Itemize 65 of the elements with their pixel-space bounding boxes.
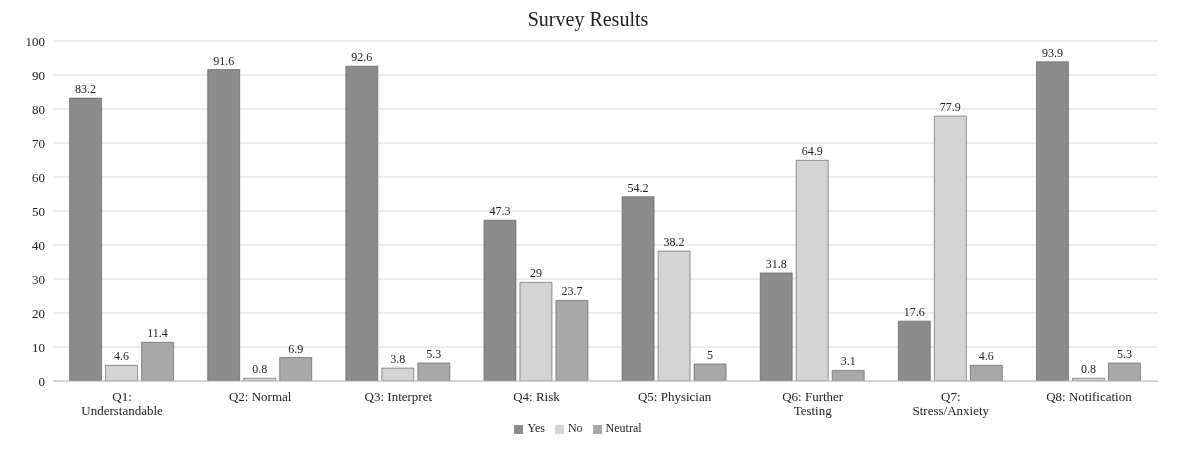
bar <box>381 367 415 381</box>
bar <box>207 69 240 381</box>
data-label: 5 <box>707 348 714 362</box>
bar <box>69 97 102 381</box>
data-label: 5.3 <box>1116 346 1132 361</box>
data-label: 5.3 <box>426 346 442 361</box>
y-tick-label: 60 <box>32 169 45 185</box>
bar <box>345 65 379 381</box>
y-tick-label: 40 <box>32 237 45 253</box>
chart-title: Survey Results <box>526 8 650 31</box>
y-tick-label: 90 <box>32 67 45 83</box>
x-tick-label: Q4: Risk <box>513 389 561 404</box>
legend-label: Neutral <box>605 421 642 435</box>
x-tick-label: Q2: Normal <box>228 389 292 404</box>
bar <box>831 370 865 381</box>
x-tick-label: Q8: Notification <box>1046 389 1133 404</box>
data-label: 4.6 <box>978 349 994 364</box>
data-label: 91.6 <box>213 53 235 68</box>
bar <box>693 363 727 381</box>
y-tick-label: 50 <box>32 203 45 219</box>
x-tick-label: Q7: Stress/Anxiety <box>912 389 990 418</box>
bar <box>759 272 793 381</box>
data-label: 64.9 <box>801 144 823 159</box>
data-label: 29 <box>529 266 542 281</box>
y-tick-label: 20 <box>32 305 45 321</box>
data-label: 83.2 <box>75 82 97 97</box>
data-label: 54.2 <box>627 180 649 195</box>
legend-label: Yes <box>527 421 545 435</box>
data-label: 31.8 <box>765 256 787 271</box>
bar <box>141 341 174 381</box>
data-label: 17.6 <box>903 305 925 320</box>
y-tick-label: 70 <box>32 135 45 151</box>
data-label: 0.8 <box>252 362 268 377</box>
y-tick-label: 10 <box>32 339 45 355</box>
bar <box>279 357 312 381</box>
bar <box>1036 61 1069 381</box>
data-label: 3.8 <box>390 352 406 367</box>
bar <box>970 365 1003 381</box>
bar <box>555 300 589 381</box>
bar <box>898 320 931 381</box>
y-tick-label: 30 <box>32 271 45 287</box>
y-tick-label: 80 <box>32 101 45 117</box>
data-label: 93.9 <box>1041 45 1063 60</box>
data-label: 6.9 <box>288 341 304 356</box>
bar <box>621 196 655 381</box>
y-tick-label: 0 <box>38 373 45 389</box>
x-tick-label: Q3: Interpret <box>364 389 433 404</box>
data-label: 4.6 <box>114 349 130 364</box>
data-label: 0.8 <box>1080 362 1096 377</box>
data-label: 47.3 <box>489 204 511 219</box>
data-label: 3.1 <box>840 354 856 369</box>
data-label: 92.6 <box>351 50 373 65</box>
x-tick-label: Q6: Further Testing <box>782 389 844 418</box>
data-label: 77.9 <box>939 100 961 115</box>
bar <box>1108 362 1141 381</box>
data-label: 38.2 <box>663 235 685 250</box>
x-tick-label: Q1: Understandable <box>81 389 164 418</box>
bar <box>483 219 517 381</box>
legend-label: No <box>567 421 583 435</box>
data-label: 11.4 <box>147 326 168 341</box>
bar <box>105 365 138 381</box>
x-tick-label: Q5: Physician <box>637 389 712 404</box>
bar <box>417 362 451 381</box>
data-label: 23.7 <box>561 284 583 299</box>
y-tick-label: 100 <box>25 33 45 49</box>
